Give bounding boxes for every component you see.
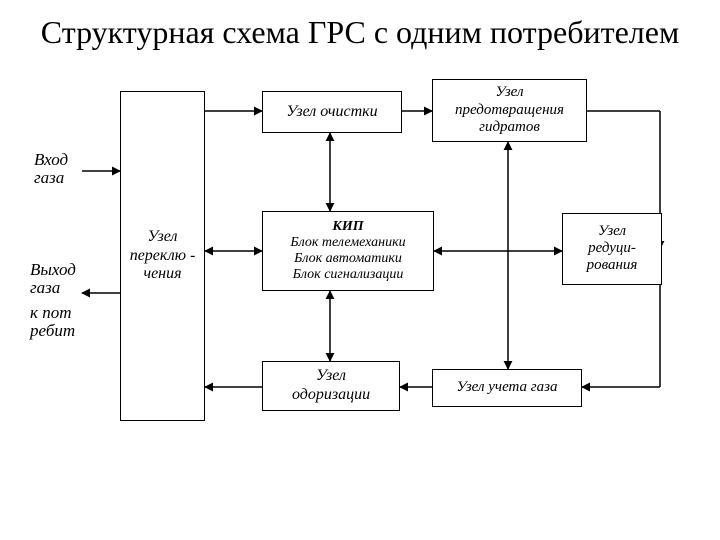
diagram-canvas: Узелпереклю -ченияУзел очисткиУзелпредот… [0, 51, 720, 491]
node-meter-line: Узел учета газа [456, 379, 557, 396]
node-reduce: Узелредуци-рования [562, 213, 662, 285]
node-reduce-line: Узел [598, 223, 626, 240]
node-hydrate-line: предотвращения [455, 102, 564, 119]
node-switch: Узелпереклю -чения [120, 91, 205, 421]
node-switch-line: переклю - [130, 247, 196, 265]
node-kip-line: КИП [332, 219, 363, 235]
node-kip: КИПБлок телемеханикиБлок автоматикиБлок … [262, 211, 434, 291]
label-out: Выходгаза [30, 261, 76, 298]
node-clean: Узел очистки [262, 91, 402, 133]
node-kip-line: Блок автоматики [294, 251, 402, 267]
node-switch-line: чения [143, 265, 181, 283]
node-switch-line: Узел [148, 228, 178, 246]
node-hydrate-line: Узел [495, 84, 523, 101]
page-title: Структурная схема ГРС с одним потребител… [0, 0, 720, 51]
label-cons: к потребит [30, 304, 75, 341]
node-kip-line: Блок телемеханики [290, 235, 405, 251]
node-kip-line: Блок сигнализации [293, 267, 404, 283]
node-odor: Узелодоризации [262, 361, 400, 411]
node-clean-line: Узел очистки [286, 103, 377, 121]
label-in: Входгаза [34, 151, 68, 188]
node-odor-line: одоризации [292, 386, 370, 404]
node-meter: Узел учета газа [432, 369, 582, 407]
node-reduce-line: рования [587, 257, 638, 274]
node-odor-line: Узел [316, 367, 346, 385]
node-hydrate-line: гидратов [479, 119, 540, 136]
node-hydrate: Узелпредотвращениягидратов [432, 79, 587, 142]
node-reduce-line: редуци- [588, 240, 636, 257]
